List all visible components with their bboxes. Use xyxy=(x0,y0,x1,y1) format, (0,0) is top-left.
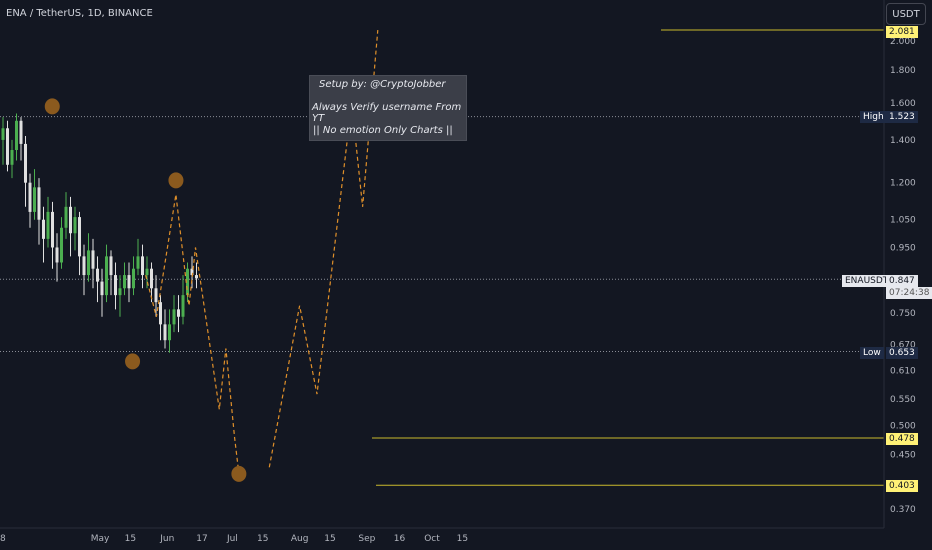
symbol-price-label: ENAUSDT xyxy=(842,275,892,287)
price-tick-label: 1.800 xyxy=(890,66,916,76)
pivot-markers xyxy=(44,98,247,482)
candle-body xyxy=(150,268,153,289)
time-tick-label: 15 xyxy=(125,534,136,544)
candle-body xyxy=(96,268,99,282)
price-tick-label: 1.600 xyxy=(890,99,916,109)
candle-body xyxy=(145,268,149,276)
candle-body xyxy=(87,250,90,276)
text-note[interactable]: Setup by: @CryptoJobber Always Verify us… xyxy=(309,75,467,141)
support-lower-tag: 0.403 xyxy=(886,480,918,492)
price-axis-ticks: 2.000 1.800 1.600 1.400 1.200 1.050 0.950 0.750… xyxy=(890,37,916,515)
candle-body xyxy=(55,247,59,263)
candle-body xyxy=(177,309,180,317)
candle-body xyxy=(64,206,68,228)
pivot-marker xyxy=(44,98,60,115)
candle-body xyxy=(163,324,167,341)
candle-body xyxy=(136,256,140,269)
high-price-tag: 1.523 xyxy=(886,111,918,123)
candle-body xyxy=(10,150,14,165)
time-tick-label: 17 xyxy=(196,534,207,544)
price-tick-label: 0.670 xyxy=(890,340,916,350)
price-tick-label: 0.370 xyxy=(890,505,916,515)
candle-body xyxy=(159,302,162,325)
low-price-tag: 0.653 xyxy=(886,347,918,359)
candle-body xyxy=(181,295,185,317)
candle-body xyxy=(195,275,198,279)
candle-body xyxy=(78,217,81,257)
note-line-2: Always Verify username From YT xyxy=(312,102,462,124)
price-tick-label: 0.500 xyxy=(890,421,916,431)
time-tick-label: Jun xyxy=(159,534,174,544)
price-tick-label: 0.610 xyxy=(890,366,916,376)
price-tick-label: 1.200 xyxy=(890,179,916,189)
price-tick-label: 1.400 xyxy=(890,136,916,146)
time-tick-label: May xyxy=(91,534,110,544)
candle-body xyxy=(105,256,108,296)
symbol-title[interactable]: ENA / TetherUS, 1D, BINANCE xyxy=(6,8,153,19)
price-tick-label: 1.050 xyxy=(890,216,916,226)
time-tick-label: 8 xyxy=(0,534,6,544)
candle-body xyxy=(127,275,131,289)
candle-body xyxy=(60,227,63,263)
candlesticks xyxy=(1,113,198,353)
candle-body xyxy=(28,182,32,212)
candle-body xyxy=(91,250,95,269)
time-axis-ticks: May 15 Jun 17 Jul 15 Aug 15 Sep 16 Oct 15 8 xyxy=(0,534,468,544)
time-tick-label: Oct xyxy=(424,534,440,544)
price-tick-label: 0.550 xyxy=(890,395,916,405)
projection-segment-2 xyxy=(268,30,379,468)
candle-body xyxy=(154,288,158,303)
current-price-tag: 0.847 xyxy=(886,275,918,287)
high-label-tag: High xyxy=(860,111,887,123)
candle-body xyxy=(24,143,27,183)
time-tick-label: 15 xyxy=(457,534,468,544)
candle-body xyxy=(37,187,41,220)
bar-countdown: 07:24:38 xyxy=(886,287,932,299)
candle-body xyxy=(172,309,176,325)
price-tick-label: 2.000 xyxy=(890,37,916,47)
pivot-marker xyxy=(125,353,141,370)
price-tick-label: 0.750 xyxy=(890,309,916,319)
candle-body xyxy=(132,268,135,289)
candle-body xyxy=(109,256,113,276)
candle-body xyxy=(19,120,23,144)
currency-button[interactable]: USDT xyxy=(886,3,926,25)
candle-body xyxy=(6,128,9,165)
candle-body xyxy=(118,288,122,296)
candle-body xyxy=(82,256,86,276)
candle-body xyxy=(114,275,117,296)
candle-body xyxy=(46,211,50,239)
target-price-tag: 2.081 xyxy=(886,26,918,38)
time-tick-label: 16 xyxy=(394,534,406,544)
candle-body xyxy=(100,281,104,296)
price-tick-label: 0.450 xyxy=(890,451,916,461)
support-upper-tag: 0.478 xyxy=(886,433,918,445)
candle-body xyxy=(123,275,126,289)
projection-segment-1 xyxy=(145,194,240,474)
candle-body xyxy=(69,206,72,234)
low-label-tag: Low xyxy=(860,347,884,359)
time-tick-label: Aug xyxy=(291,534,309,544)
time-tick-label: Sep xyxy=(358,534,375,544)
note-line-3: || No emotion Only Charts || xyxy=(313,125,453,136)
candle-body xyxy=(168,324,171,341)
time-tick-label: 15 xyxy=(257,534,268,544)
candle-body xyxy=(33,187,36,212)
candle-body xyxy=(141,256,144,276)
pivot-marker xyxy=(231,465,247,482)
candle-body xyxy=(42,219,45,239)
time-tick-label: 15 xyxy=(324,534,335,544)
candle-body xyxy=(186,268,189,296)
note-line-1: Setup by: @CryptoJobber xyxy=(319,79,446,90)
candle-body xyxy=(51,211,54,248)
candle-body xyxy=(1,128,5,140)
pivot-marker xyxy=(168,172,184,189)
candle-body xyxy=(73,217,77,234)
candle-body xyxy=(190,268,194,276)
price-tick-label: 0.950 xyxy=(890,243,916,253)
time-tick-label: Jul xyxy=(226,534,238,544)
projection-path xyxy=(145,30,379,474)
candle-body xyxy=(15,120,18,151)
